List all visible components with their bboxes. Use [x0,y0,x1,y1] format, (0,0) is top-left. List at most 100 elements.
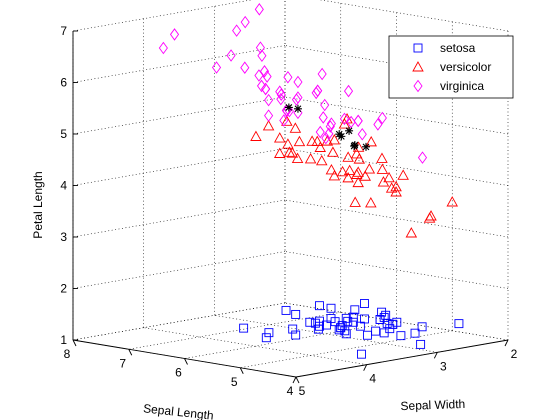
x-tick-mark [72,339,77,347]
point-versicolor [283,146,296,157]
point-virginica [232,24,242,37]
point-virginica [293,75,303,89]
point-setosa [416,339,426,349]
point-virginica [321,131,331,145]
z-tick-label: 4 [60,179,67,193]
y-tick-mark [504,339,509,347]
z-tick-label: 2 [60,282,67,296]
z-tick-label: 7 [60,24,67,38]
point-virginica [276,88,286,101]
point-virginica [264,93,274,107]
point-setosa [396,331,406,341]
point-versicolor [273,132,286,143]
point-versicolor [343,164,356,176]
point-versicolor [342,171,354,183]
point-versicolor [363,163,376,174]
point-versicolor [390,180,402,192]
point-setosa [343,316,353,326]
point-virginica [255,41,265,54]
point-virginica [346,115,356,129]
point-virginica [276,92,286,106]
point-versicolor [349,196,361,207]
point-versicolor [314,141,327,152]
point-virginica [262,70,272,83]
point-virginica [315,125,325,139]
legend-items: setosa versicolor virginica [412,41,491,93]
point-versicolor [342,151,354,162]
point-setosa [326,314,336,324]
x-tick-mark [239,367,244,374]
point-virginica [264,109,274,122]
point-versicolor [359,170,372,181]
point-virginica [261,82,271,96]
gridline-side-z [72,0,253,32]
z-tick-label: 3 [60,230,67,244]
x-tick-label: 5 [231,375,238,389]
y-tick-mark [292,376,297,384]
point-versicolor [336,165,349,177]
point-versicolor [273,147,286,158]
y-tick-mark [363,364,368,371]
gridline-side-z [72,45,286,83]
point-setosa [281,305,291,315]
point-setosa [326,303,336,313]
point-versicolor [327,146,339,157]
point-virginica [357,127,367,141]
point-setosa [355,321,365,331]
point-versicolor [390,186,402,197]
gridline-side-z [72,251,286,289]
point-versicolor [289,122,302,133]
point-virginica [326,117,336,130]
point-virginica [283,70,293,84]
y-axis-line [295,339,509,378]
point-virginica [257,49,267,63]
point-versicolor [352,176,364,188]
point-setosa [291,309,301,319]
point-versicolor [365,135,377,147]
point-setosa [340,326,350,336]
x-tick-label: 8 [64,347,71,361]
point-versicolor [281,115,293,126]
y-axis-label: Sepal Width [400,397,465,413]
point-setosa [310,318,320,328]
point-virginica [317,67,327,81]
point-setosa [288,324,298,334]
point-versicolor [338,118,351,129]
point-versicolor [311,135,324,146]
point-setosa [375,315,385,324]
point-versicolor [328,170,341,181]
x-tick-label: 4 [287,384,294,398]
point-virginica [318,111,328,124]
point-versicolor [376,163,389,174]
point-virginica [254,69,264,82]
point-highlighted [293,104,302,113]
point-highlighted [345,126,354,135]
point-setosa [357,349,366,359]
point-virginica [275,85,285,98]
point-versicolor [397,169,409,180]
z-tick-label: 1 [60,333,67,347]
point-versicolor [328,133,341,145]
gridline-side-z [72,148,286,186]
point-setosa [360,299,369,308]
legend-marker-virginica [413,79,423,93]
point-setosa [454,319,464,329]
point-setosa [410,328,420,338]
point-versicolor [365,196,377,208]
point-setosa [341,329,351,339]
point-versicolor [350,168,363,179]
point-virginica [279,114,289,127]
point-highlighted [337,132,346,141]
axes-lines [72,30,509,384]
point-setosa [315,301,324,311]
y-tick-label: 4 [369,372,376,386]
point-versicolor [405,227,418,238]
point-highlighted [284,103,293,112]
y-tick-mark [433,352,438,359]
point-setosa [385,324,395,334]
z-tick-label: 5 [60,127,67,141]
legend-label-setosa: setosa [440,41,476,55]
x-tick-label: 6 [175,366,182,380]
point-versicolor [383,171,395,183]
